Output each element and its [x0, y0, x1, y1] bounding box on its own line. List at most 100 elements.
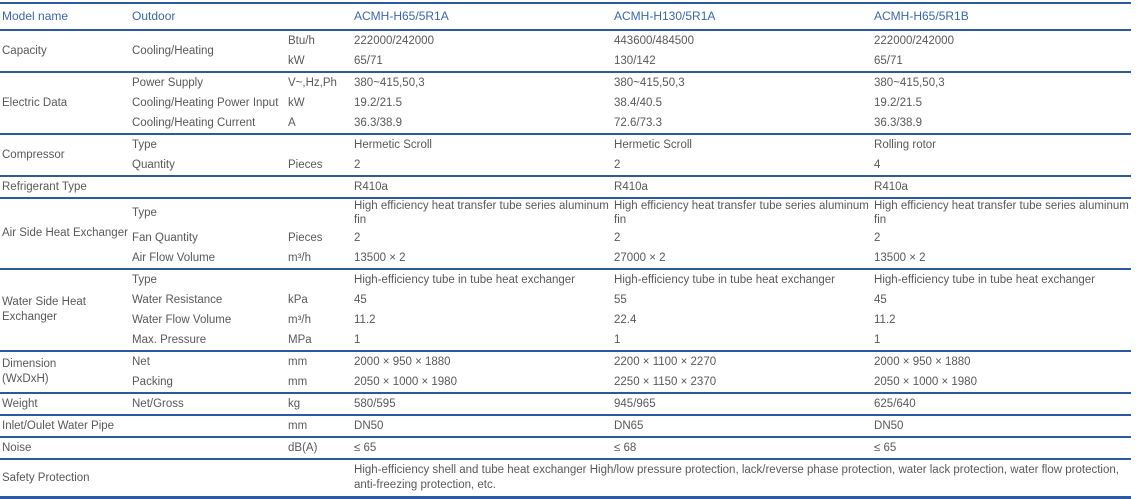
unit-label: [286, 267, 353, 290]
row-dimension-packing: Packing mm 2050 × 1000 × 1980 2250 × 115…: [0, 372, 1131, 393]
header-outdoor: Outdoor: [132, 9, 176, 23]
value-cell: 2: [614, 231, 621, 244]
row-max-pressure: Max. Pressure MPa 1 1 1: [0, 330, 1131, 351]
item-label: Fan Quantity: [132, 231, 198, 244]
value-cell: 55: [614, 293, 627, 306]
value-cell: 1: [354, 333, 361, 346]
value-cell: 13500 × 2: [874, 251, 926, 264]
section-label: Water Side Heat Exchanger: [0, 267, 130, 351]
value-cell: 19.2/21.5: [354, 96, 402, 109]
unit-label: kW: [288, 54, 305, 67]
value-cell: High efficiency heat transfer tube serie…: [612, 197, 873, 228]
item-label: Cooling/Heating Power Input: [132, 96, 279, 109]
value-cell: 625/640: [872, 391, 1132, 415]
value-cell: DN65: [612, 413, 873, 437]
unit-label: Pieces: [288, 231, 323, 244]
value-cell: High-efficiency tube in tube heat exchan…: [612, 267, 873, 290]
value-cell: ≤ 68: [612, 435, 873, 459]
unit-label: kW: [288, 96, 305, 109]
value-cell: 45: [354, 293, 367, 306]
item-label: Water Resistance: [132, 293, 223, 306]
row-water-resistance: Water Resistance kPa 45 55 45: [0, 290, 1131, 310]
header-model-1: ACMH-H65/5R1A: [354, 9, 449, 23]
unit-label: A: [288, 116, 296, 129]
value-cell: 945/965: [612, 391, 873, 415]
value-cell: 45: [874, 293, 887, 306]
value-cell: 1: [874, 333, 881, 346]
section-label: Noise: [0, 435, 286, 459]
value-cell: 4: [874, 158, 881, 171]
header-model-name: Model name: [2, 9, 69, 23]
unit-label: Btu/h: [286, 29, 353, 51]
row-capacity-btu: Capacity Cooling/Heating Btu/h 222000/24…: [0, 29, 1132, 72]
header-model-3: ACMH-H65/5R1B: [874, 9, 969, 23]
value-cell: 65/71: [874, 54, 903, 67]
unit-label: Pieces: [288, 158, 323, 171]
value-cell: Rolling rotor: [872, 133, 1132, 155]
value-cell: 2: [354, 231, 361, 244]
value-cell: 443600/484500: [612, 29, 873, 51]
section-label: Electric Data: [0, 71, 130, 134]
section-label: Refrigerant Type: [0, 175, 353, 198]
value-cell: 380~415,50,3: [352, 71, 613, 93]
unit-label: [286, 197, 353, 228]
item-label: Net/Gross: [130, 391, 286, 415]
value-cell: High-efficiency tube in tube heat exchan…: [352, 267, 613, 290]
unit-label: kg: [286, 391, 353, 415]
unit-label: dB(A): [286, 435, 353, 459]
item-label: Type: [130, 133, 286, 155]
value-cell: ≤ 65: [872, 435, 1132, 459]
header-row: Model name Outdoor ACMH-H65/5R1A ACMH-H1…: [0, 3, 1131, 30]
value-cell: 13500 × 2: [354, 251, 406, 264]
value-cell: High efficiency heat transfer tube serie…: [872, 197, 1132, 228]
item-label: Cooling/Heating Current: [132, 116, 256, 129]
value-cell: Hermetic Scroll: [612, 133, 873, 155]
item-label: Air Flow Volume: [132, 251, 216, 264]
value-cell: 11.2: [874, 313, 896, 326]
value-cell: 27000 × 2: [614, 251, 666, 264]
unit-label: MPa: [288, 333, 312, 346]
unit-label: m³/h: [288, 313, 311, 326]
item-label: Power Supply: [130, 71, 286, 93]
row-water-flow: Water Flow Volume m³/h 11.2 22.4 11.2: [0, 310, 1131, 330]
value-cell: Hermetic Scroll: [352, 133, 613, 155]
item-label: Type: [130, 267, 286, 290]
value-cell: DN50: [352, 413, 613, 437]
value-cell: 36.3/38.9: [354, 116, 402, 129]
value-cell: 380~415,50,3: [612, 71, 873, 93]
value-cell: 2: [354, 158, 361, 171]
row-air-flow: Air Flow Volume m³/h 13500 × 2 27000 × 2…: [0, 248, 1131, 269]
value-cell: R410a: [872, 175, 1132, 198]
row-weight: Weight Net/Gross kg 580/595 945/965 625/…: [0, 391, 1132, 415]
value-cell: R410a: [352, 175, 613, 198]
row-airside-type: Air Side Heat Exchanger Type High effici…: [0, 197, 1132, 269]
value-cell: 38.4/40.5: [614, 96, 662, 109]
unit-label: mm: [286, 349, 353, 372]
unit-label: mm: [286, 413, 353, 437]
row-power-supply: Electric Data Power Supply V~,Hz,Ph 380~…: [0, 71, 1132, 134]
value-cell: ≤ 65: [352, 435, 613, 459]
unit-label: m³/h: [288, 251, 311, 264]
item-label: Cooling/Heating: [130, 29, 286, 72]
value-cell: DN50: [872, 413, 1132, 437]
value-cell: 65/71: [354, 54, 383, 67]
value-cell: High efficiency heat transfer tube serie…: [352, 197, 613, 228]
value-cell: 22.4: [614, 313, 637, 326]
item-label: Water Flow Volume: [132, 313, 232, 326]
value-cell: 11.2: [354, 313, 376, 326]
value-cell: 2200 × 1100 × 2270: [612, 349, 873, 372]
row-waterside-type: Water Side Heat Exchanger Type High-effi…: [0, 267, 1132, 351]
row-refrigerant: Refrigerant Type R410a R410a R410a: [0, 175, 1132, 198]
value-cell: 380~415,50,3: [872, 71, 1132, 93]
section-label: Inlet/Oulet Water Pipe: [0, 413, 286, 437]
section-label: Compressor: [0, 133, 130, 176]
unit-label: [286, 133, 353, 155]
value-cell: 222000/242000: [872, 29, 1132, 51]
row-dimension-net: Dimension (WxDxH) Net mm 2000 × 950 × 18…: [0, 349, 1132, 393]
value-cell: 2: [874, 231, 881, 244]
value-cell: High-efficiency tube in tube heat exchan…: [872, 267, 1132, 290]
value-cell: 2250 × 1150 × 2370: [614, 375, 717, 388]
row-safety-protection: Safety Protection High-efficiency shell …: [0, 457, 1132, 498]
section-label: Air Side Heat Exchanger: [0, 197, 130, 269]
row-current: Cooling/Heating Current A 36.3/38.9 72.6…: [0, 113, 1131, 134]
